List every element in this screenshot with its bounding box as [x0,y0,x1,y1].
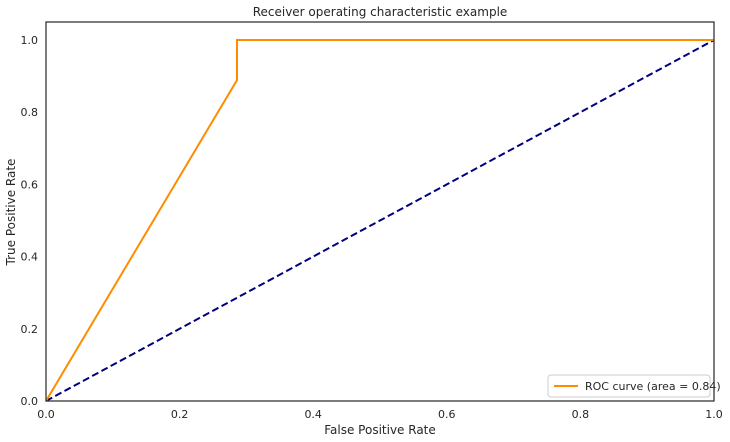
x-tick-label: 0.6 [438,408,456,421]
chart-title: Receiver operating characteristic exampl… [253,5,508,19]
x-tick-label: 0.0 [37,408,55,421]
y-tick-label: 0.4 [21,251,39,264]
y-tick-label: 0.6 [21,178,39,191]
legend: ROC curve (area = 0.84) [547,374,721,398]
roc-curve-line [45,39,714,402]
legend-label-roc-curve: ROC curve (area = 0.84) [585,380,721,393]
y-tick-label: 0.0 [21,395,39,408]
legend-box [547,374,711,398]
plot-frame [45,21,715,402]
plot-series [45,39,715,402]
y-tick-label: 0.8 [21,106,39,119]
x-axis-label: False Positive Rate [324,423,436,437]
y-tick-label: 0.2 [21,323,39,336]
chance-diagonal-line [45,39,715,402]
axis-ticks: 0.0 0.2 0.4 0.6 0.8 1.0 0.0 0.2 0.4 0.6 0.8 1.0 [21,34,723,421]
x-tick-label: 0.8 [572,408,590,421]
y-tick-label: 1.0 [21,34,39,47]
x-tick-label: 0.4 [304,408,322,421]
x-tick-label: 0.2 [171,408,189,421]
y-axis-label: True Positive Rate [4,159,18,267]
x-tick-label: 1.0 [705,408,723,421]
